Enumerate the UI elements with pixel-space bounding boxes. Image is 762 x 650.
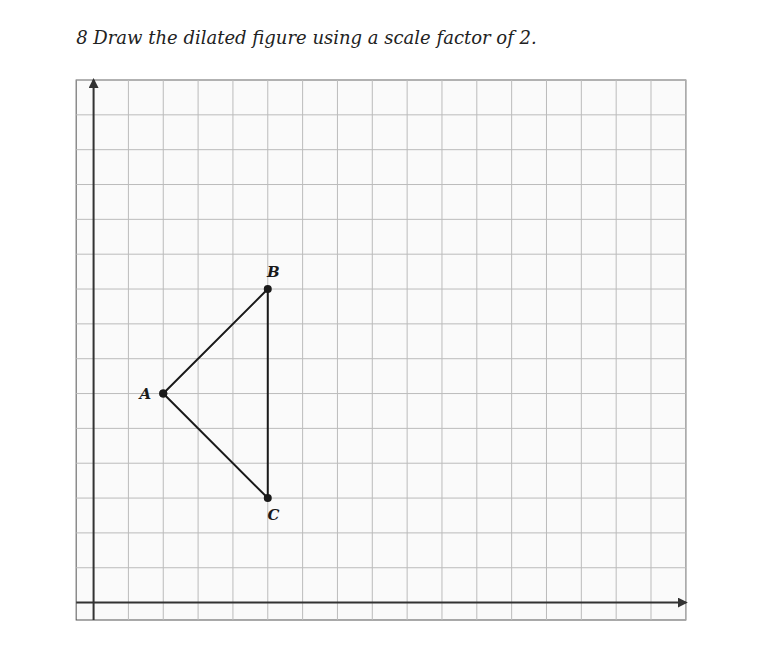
vertex-dot (159, 390, 167, 398)
grid-line-x (581, 80, 582, 620)
title: 8 Draw the dilated figure using a scale … (76, 27, 537, 48)
grid-line-x (128, 80, 129, 620)
chart-container: 8 Draw the dilated figure using a scale … (0, 0, 762, 650)
grid (76, 80, 686, 620)
grid-line-y (76, 289, 686, 290)
plot-frame (76, 80, 686, 620)
grid-line-y (76, 149, 686, 150)
grid-line-y (76, 254, 686, 255)
grid-line-y (76, 498, 686, 499)
grid-line-y (76, 219, 686, 220)
grid-line-x (93, 80, 94, 620)
vertex-dot (264, 285, 272, 293)
vertex-label: A (137, 385, 151, 403)
grid-line-y (76, 428, 686, 429)
grid-line-y (76, 114, 686, 115)
grid-line-x (441, 80, 442, 620)
chart-svg: 8 Draw the dilated figure using a scale … (0, 0, 762, 650)
vertex-dot (159, 390, 167, 398)
data-layer (159, 285, 272, 502)
grid-line-y (76, 184, 686, 185)
x-axis (76, 602, 686, 604)
grid-line-x (651, 80, 652, 620)
grid-line-x (476, 80, 477, 620)
grid-line-x (232, 80, 233, 620)
vertex-dot (264, 494, 272, 502)
grid-line-y (76, 567, 686, 568)
triangle-line (163, 289, 268, 498)
grid-line-x (407, 80, 408, 620)
y-axis (93, 80, 95, 620)
grid-line-y (76, 602, 686, 603)
grid-line-y (76, 532, 686, 533)
annotations: A B C (137, 263, 279, 524)
axes (76, 80, 686, 620)
grid-line-x (198, 80, 199, 620)
grid-line-x (511, 80, 512, 620)
grid-line-y (76, 358, 686, 359)
grid-line-y (76, 323, 686, 324)
grid-line-y (76, 463, 686, 464)
page: {"chart_data": {"type": "line", "title":… (0, 0, 762, 650)
grid-line-x (337, 80, 338, 620)
grid-line-y (76, 393, 686, 394)
grid-line-x (163, 80, 164, 620)
vertex-label: C (267, 506, 279, 524)
grid-line-x (302, 80, 303, 620)
grid-line-y (76, 80, 686, 81)
grid-line-x (616, 80, 617, 620)
grid-line-x (372, 80, 373, 620)
grid-line-x (685, 80, 686, 620)
grid-line-x (546, 80, 547, 620)
vertex-label: B (266, 263, 280, 281)
